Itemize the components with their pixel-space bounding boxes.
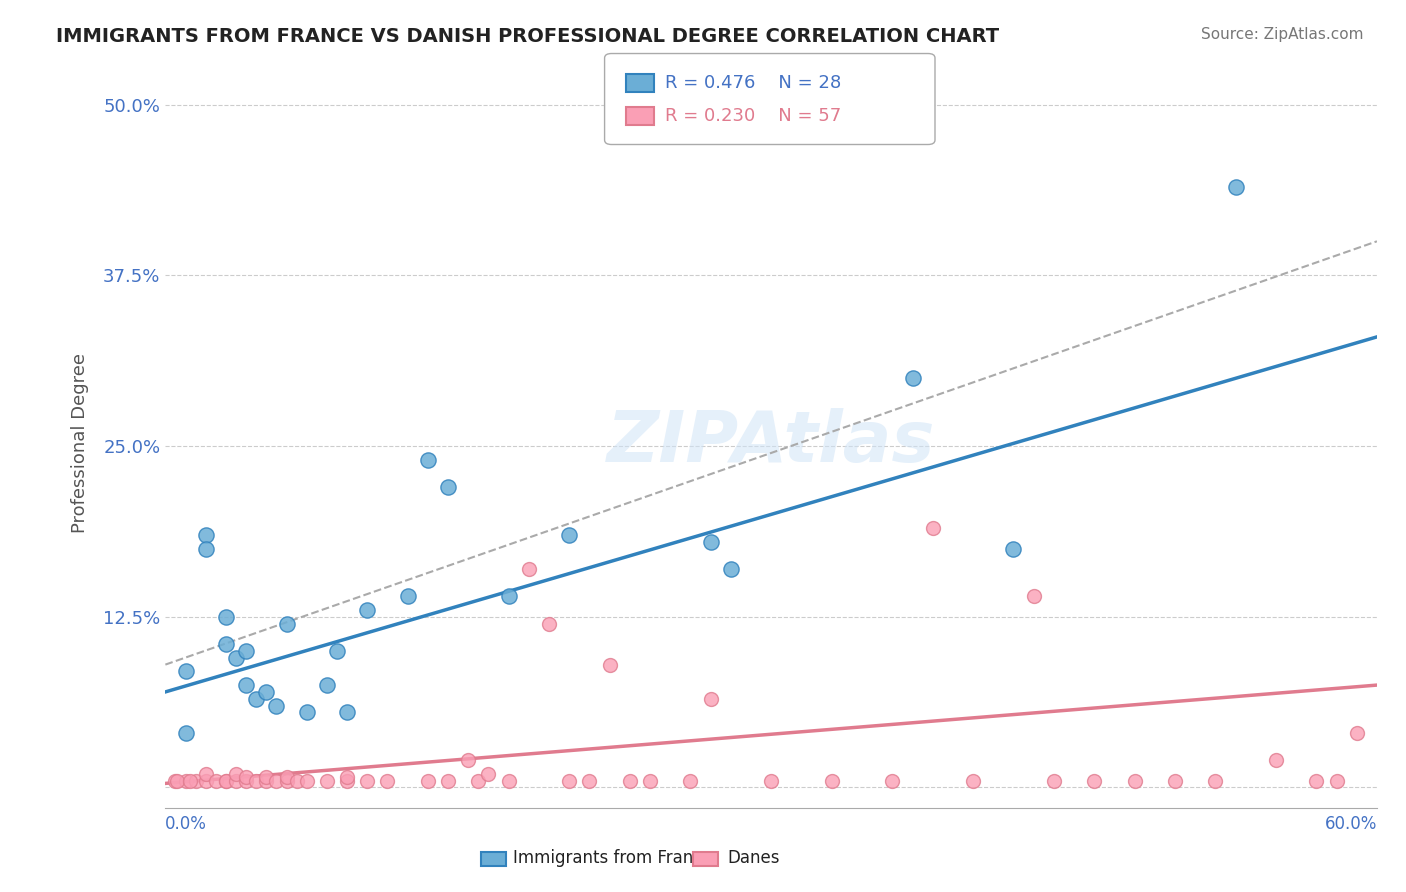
Point [215,637,238,651]
Point [285,773,308,788]
Point [1204,773,1226,788]
Point [225,773,247,788]
Point [245,773,267,788]
Point [558,773,581,788]
Text: ZIPAtlas: ZIPAtlas [607,409,935,477]
Point [266,773,288,788]
Point [235,773,257,788]
Point [215,773,238,788]
Point [396,590,419,604]
Text: Immigrants from France: Immigrants from France [513,849,713,867]
Point [437,480,460,494]
Point [720,562,742,576]
Point [619,773,641,788]
Point [215,609,238,624]
Point [1164,773,1187,788]
Point [245,691,267,706]
Point [882,773,904,788]
Point [517,562,540,576]
Point [166,773,188,788]
Text: IMMIGRANTS FROM FRANCE VS DANISH PROFESSIONAL DEGREE CORRELATION CHART: IMMIGRANTS FROM FRANCE VS DANISH PROFESS… [56,27,1000,45]
Point [1305,773,1327,788]
Point [558,528,581,542]
Point [1002,541,1025,556]
Point [225,650,247,665]
Text: 0.0%: 0.0% [166,814,207,833]
Point [205,773,228,788]
Point [184,773,207,788]
Point [336,773,359,788]
Point [1225,179,1247,194]
Point [276,616,298,631]
Point [194,541,217,556]
Point [194,773,217,788]
Point [276,773,298,788]
Point [316,773,339,788]
Point [679,773,702,788]
Point [416,452,439,467]
Point [962,773,984,788]
Point [174,726,197,740]
Point [336,706,359,720]
Point [498,773,520,788]
Point [1022,590,1045,604]
Point [174,773,197,788]
Point [901,371,924,385]
Point [638,773,661,788]
Point [699,534,721,549]
Point [276,770,298,784]
Point [477,767,499,781]
Point [377,773,399,788]
Text: R = 0.476    N = 28: R = 0.476 N = 28 [665,74,841,92]
Text: R = 0.230    N = 57: R = 0.230 N = 57 [665,107,841,125]
Point [295,773,318,788]
Point [235,770,257,784]
Text: 60.0%: 60.0% [1324,814,1376,833]
Point [215,773,238,788]
Point [235,678,257,692]
Text: Source: ZipAtlas.com: Source: ZipAtlas.com [1201,27,1364,42]
Point [599,657,621,672]
Point [457,753,479,767]
Point [759,773,782,788]
Point [437,773,460,788]
Point [165,773,187,788]
Point [179,773,201,788]
Point [1123,773,1146,788]
Point [1083,773,1105,788]
Point [254,770,277,784]
Point [416,773,439,788]
Point [326,644,349,658]
Point [821,773,844,788]
Point [254,773,277,788]
Point [537,616,560,631]
Point [1326,773,1348,788]
Point [194,528,217,542]
Point [1265,753,1288,767]
Point [174,665,197,679]
Point [356,603,378,617]
Y-axis label: Professional Degree: Professional Degree [72,352,89,533]
Point [266,698,288,713]
Point [194,767,217,781]
Point [1346,726,1368,740]
Point [498,590,520,604]
Point [699,691,721,706]
Point [225,767,247,781]
Point [295,706,318,720]
Point [254,685,277,699]
Point [1043,773,1066,788]
Point [336,770,359,784]
Text: Danes: Danes [727,849,779,867]
Point [235,644,257,658]
Point [356,773,378,788]
Point [316,678,339,692]
Point [467,773,489,788]
Point [921,521,943,535]
Point [578,773,600,788]
